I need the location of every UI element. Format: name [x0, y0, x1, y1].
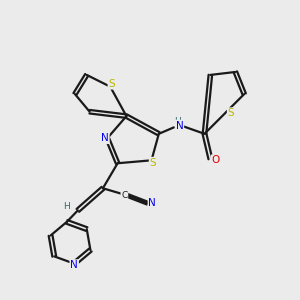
Text: S: S [150, 158, 156, 168]
Text: S: S [108, 79, 115, 89]
Text: N: N [148, 198, 156, 208]
Text: H: H [63, 202, 70, 211]
Text: O: O [212, 155, 220, 165]
Text: N: N [70, 260, 78, 270]
Text: S: S [228, 108, 234, 118]
Text: N: N [101, 133, 109, 143]
Text: C: C [121, 190, 127, 200]
Text: H: H [175, 117, 181, 126]
Text: N: N [176, 121, 183, 130]
